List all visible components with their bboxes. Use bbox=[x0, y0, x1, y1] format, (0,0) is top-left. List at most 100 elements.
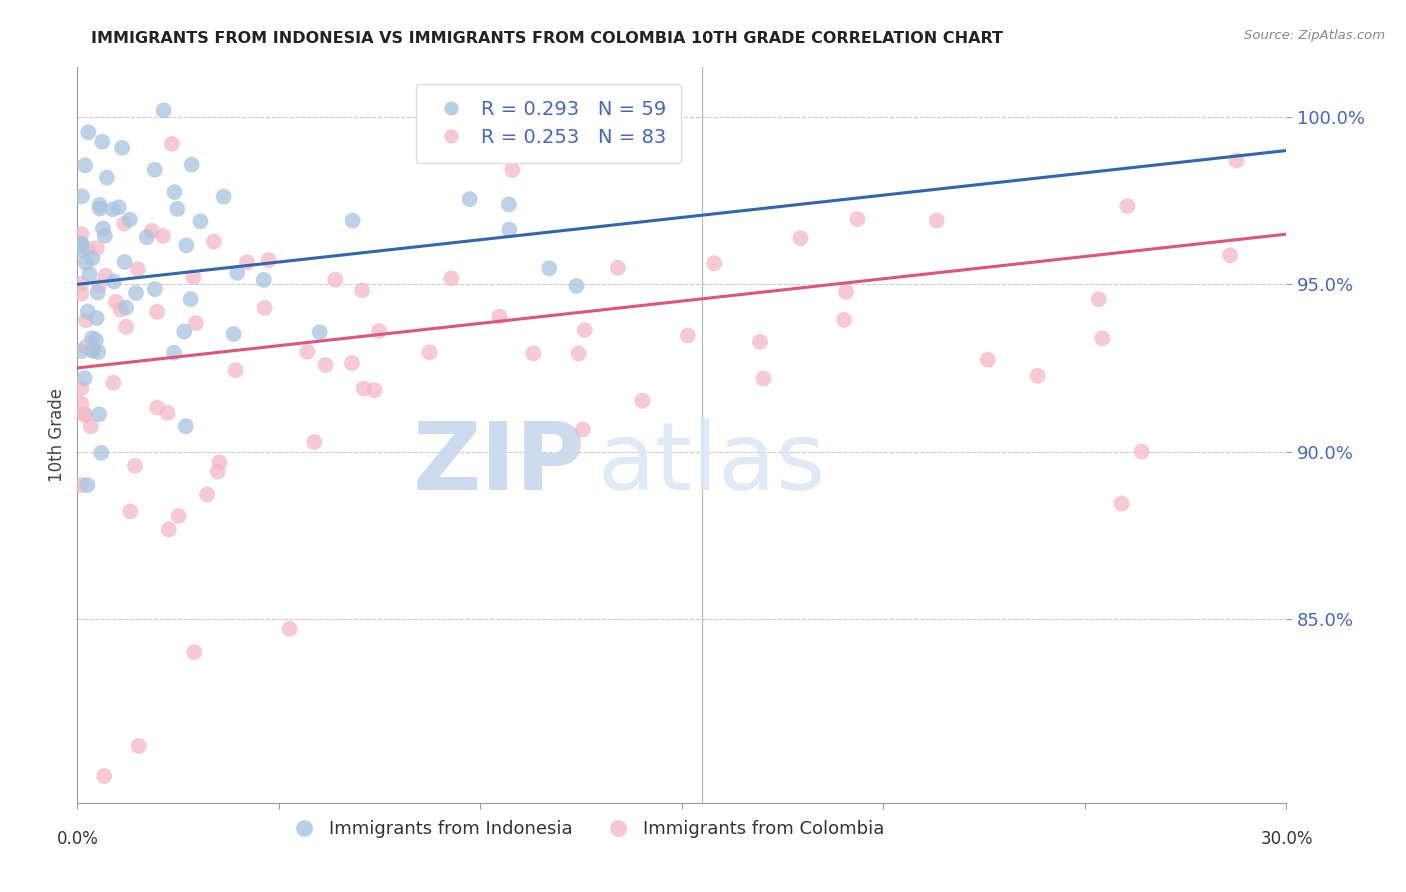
Point bbox=[79, 267, 101, 281]
Point bbox=[183, 645, 205, 659]
Point bbox=[73, 408, 96, 422]
Legend: Immigrants from Indonesia, Immigrants from Colombia: Immigrants from Indonesia, Immigrants fr… bbox=[278, 813, 891, 846]
Point bbox=[342, 213, 364, 227]
Point bbox=[458, 192, 481, 206]
Point bbox=[75, 256, 97, 270]
Point bbox=[236, 255, 259, 269]
Point bbox=[183, 270, 205, 285]
Point bbox=[70, 286, 93, 301]
Point bbox=[752, 371, 775, 385]
Point bbox=[146, 401, 169, 415]
Point bbox=[167, 509, 190, 524]
Point bbox=[103, 376, 125, 390]
Point bbox=[163, 345, 186, 359]
Text: Source: ZipAtlas.com: Source: ZipAtlas.com bbox=[1244, 29, 1385, 42]
Point bbox=[70, 227, 93, 241]
Point bbox=[308, 325, 330, 339]
Point bbox=[257, 253, 280, 268]
Text: atlas: atlas bbox=[598, 418, 825, 510]
Text: 0.0%: 0.0% bbox=[56, 830, 98, 847]
Point bbox=[846, 212, 869, 227]
Point bbox=[1087, 292, 1109, 306]
Point bbox=[87, 278, 110, 293]
Point bbox=[152, 103, 174, 118]
Point bbox=[207, 465, 229, 479]
Point bbox=[350, 283, 373, 297]
Point bbox=[253, 301, 276, 315]
Point bbox=[538, 261, 561, 276]
Point bbox=[173, 325, 195, 339]
Point bbox=[70, 238, 93, 252]
Point bbox=[143, 162, 166, 177]
Point bbox=[75, 158, 97, 172]
Point bbox=[195, 487, 218, 501]
Point bbox=[225, 363, 247, 377]
Point bbox=[574, 323, 596, 337]
Point bbox=[70, 478, 93, 492]
Point bbox=[86, 311, 108, 326]
Text: ZIP: ZIP bbox=[412, 418, 585, 510]
Point bbox=[90, 446, 112, 460]
Point bbox=[110, 302, 132, 317]
Point bbox=[297, 344, 319, 359]
Point bbox=[315, 358, 337, 372]
Point bbox=[128, 739, 150, 753]
Point bbox=[84, 333, 107, 347]
Point bbox=[180, 158, 202, 172]
Point bbox=[174, 419, 197, 434]
Point bbox=[522, 346, 544, 360]
Point bbox=[304, 434, 326, 449]
Point bbox=[184, 316, 207, 330]
Point bbox=[567, 346, 589, 360]
Point bbox=[488, 310, 510, 324]
Point bbox=[94, 268, 117, 283]
Point bbox=[278, 622, 301, 636]
Point bbox=[749, 334, 772, 349]
Point bbox=[118, 212, 141, 227]
Point bbox=[340, 356, 363, 370]
Point bbox=[73, 371, 96, 385]
Point bbox=[107, 200, 129, 214]
Point bbox=[832, 313, 855, 327]
Point bbox=[323, 273, 346, 287]
Point bbox=[157, 523, 180, 537]
Point bbox=[212, 190, 235, 204]
Point bbox=[77, 125, 100, 139]
Point bbox=[141, 224, 163, 238]
Point bbox=[163, 185, 186, 199]
Point bbox=[89, 198, 111, 212]
Point bbox=[80, 419, 103, 434]
Point bbox=[77, 242, 100, 256]
Point bbox=[75, 313, 97, 327]
Point bbox=[87, 345, 110, 359]
Point bbox=[87, 407, 110, 421]
Point bbox=[70, 236, 93, 251]
Point bbox=[115, 319, 138, 334]
Point bbox=[835, 285, 858, 299]
Point bbox=[89, 202, 111, 216]
Point bbox=[1219, 248, 1241, 262]
Point bbox=[571, 423, 593, 437]
Point bbox=[115, 301, 138, 315]
Point bbox=[607, 260, 630, 275]
Point bbox=[1130, 444, 1153, 458]
Point bbox=[93, 769, 115, 783]
Point bbox=[70, 381, 93, 395]
Point bbox=[1225, 153, 1247, 168]
Point bbox=[76, 304, 98, 318]
Point bbox=[82, 252, 104, 266]
Point bbox=[76, 478, 98, 492]
Point bbox=[222, 327, 245, 342]
Point bbox=[226, 266, 249, 280]
Point bbox=[124, 458, 146, 473]
Point bbox=[676, 328, 699, 343]
Point bbox=[75, 408, 97, 422]
Point bbox=[419, 345, 441, 359]
Point bbox=[565, 279, 588, 293]
Point bbox=[86, 285, 108, 300]
Y-axis label: 10th Grade: 10th Grade bbox=[48, 388, 66, 482]
Point bbox=[501, 163, 523, 178]
Point bbox=[156, 406, 179, 420]
Point bbox=[86, 241, 108, 255]
Point bbox=[125, 286, 148, 301]
